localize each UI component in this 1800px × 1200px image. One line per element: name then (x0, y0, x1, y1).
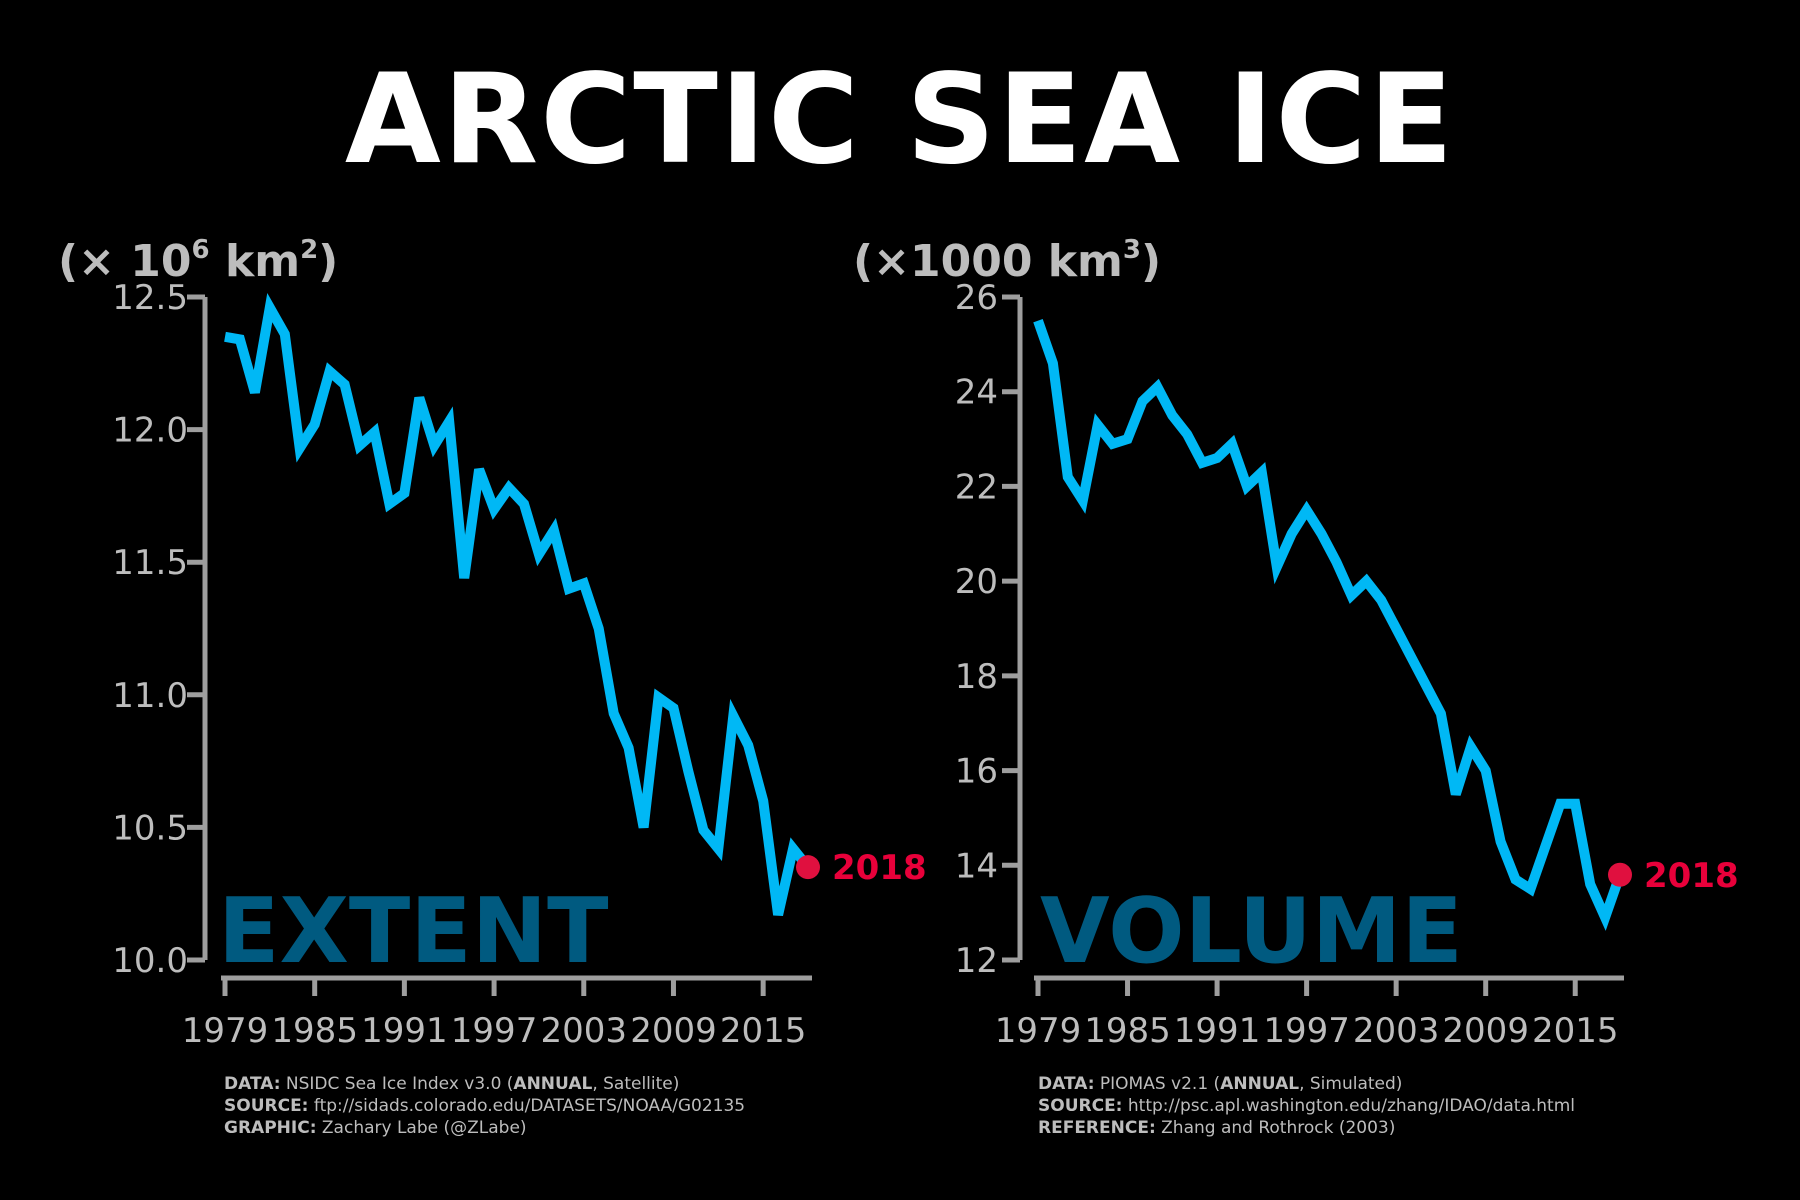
x-tick-label: 2003 (541, 1011, 628, 1051)
x-tick-label: 1991 (1174, 1011, 1261, 1051)
y-tick-label: 16 (955, 752, 998, 792)
series-line (224, 293, 812, 917)
y-tick-label: 26 (955, 278, 998, 318)
credit-line: GRAPHIC: Zachary Labe (@ZLabe) (224, 1117, 745, 1139)
credit-text: http://psc.apl.washington.edu/zhang/IDAO… (1122, 1096, 1576, 1116)
y-tick-label: 11.5 (112, 543, 188, 583)
y-unit-label: (×1000 km3) (853, 235, 1161, 287)
x-tick-label: 2015 (1532, 1011, 1619, 1051)
y-tick-label: 14 (955, 846, 998, 886)
credit-text: ftp://sidads.colorado.edu/DATASETS/NOAA/… (308, 1096, 746, 1116)
credit-key: GRAPHIC: (224, 1118, 317, 1138)
panel-label-volume: VOLUME (1040, 879, 1463, 984)
y-tick-label: 12 (955, 941, 998, 981)
x-tick-label: 1985 (271, 1011, 358, 1051)
x-tick-label: 1985 (1084, 1011, 1171, 1051)
x-tick-label: 2003 (1353, 1011, 1440, 1051)
credit-key: SOURCE: (1038, 1096, 1123, 1116)
credit-text: NSIDC Sea Ice Index v3.0 ( (280, 1074, 514, 1094)
x-tick-label: 1997 (451, 1011, 538, 1051)
page-title: ARCTIC SEA ICE (344, 48, 1456, 192)
last-point-label: 2018 (1644, 856, 1739, 896)
credit-key: DATA: (1038, 1074, 1095, 1094)
y-tick-label: 18 (955, 657, 998, 697)
credit-text: , Satellite) (592, 1074, 680, 1094)
credits-volume: DATA: PIOMAS v2.1 (ANNUAL, Simulated) SOU… (1038, 1073, 1575, 1139)
last-point-marker (1608, 862, 1632, 887)
x-tick-label: 2009 (1442, 1011, 1529, 1051)
x-tick-label: 1979 (995, 1011, 1082, 1051)
credit-line: SOURCE: ftp://sidads.colorado.edu/DATASE… (224, 1095, 745, 1117)
credit-line: DATA: PIOMAS v2.1 (ANNUAL, Simulated) (1038, 1073, 1575, 1095)
credit-line: SOURCE: http://psc.apl.washington.edu/zh… (1038, 1095, 1575, 1117)
y-tick-label: 12.5 (112, 278, 188, 318)
credit-text: PIOMAS v2.1 ( (1094, 1074, 1221, 1094)
y-tick-label: 10.5 (112, 808, 188, 848)
x-tick-label: 1979 (182, 1011, 269, 1051)
credit-line: REFERENCE: Zhang and Rothrock (2003) (1038, 1117, 1575, 1139)
y-unit-label: (× 106 km2) (58, 235, 338, 287)
x-tick-label: 2015 (720, 1011, 807, 1051)
credit-key: DATA: (224, 1074, 281, 1094)
x-tick-label: 1997 (1263, 1011, 1350, 1051)
credits-extent: DATA: NSIDC Sea Ice Index v3.0 (ANNUAL, … (224, 1073, 745, 1139)
credit-emphasis: ANNUAL (1220, 1074, 1300, 1094)
credit-text: Zhang and Rothrock (2003) (1155, 1118, 1396, 1138)
y-tick-label: 22 (955, 467, 998, 507)
panel-label-extent: EXTENT (218, 879, 608, 984)
y-tick-label: 24 (955, 373, 998, 413)
credit-text: , Simulated) (1299, 1074, 1403, 1094)
x-tick-label: 2009 (630, 1011, 717, 1051)
last-point-marker (796, 855, 820, 880)
y-tick-label: 12.0 (112, 411, 188, 451)
credit-line: DATA: NSIDC Sea Ice Index v3.0 (ANNUAL, … (224, 1073, 745, 1095)
last-point-label: 2018 (832, 848, 927, 888)
chart-volume: (×1000 km3) 12 14 16 18 20 22 24 26 1979 1985 1991 1… (853, 235, 1739, 1051)
y-tick-label: 10.0 (112, 941, 188, 981)
credit-emphasis: ANNUAL (513, 1074, 593, 1094)
credit-text: Zachary Labe (@ZLabe) (316, 1118, 527, 1138)
x-tick-label: 1991 (361, 1011, 448, 1051)
credit-key: REFERENCE: (1038, 1118, 1156, 1138)
y-tick-label: 11.0 (112, 676, 188, 716)
credit-key: SOURCE: (224, 1096, 309, 1116)
y-tick-label: 20 (955, 562, 998, 602)
series-line (1033, 319, 1625, 931)
